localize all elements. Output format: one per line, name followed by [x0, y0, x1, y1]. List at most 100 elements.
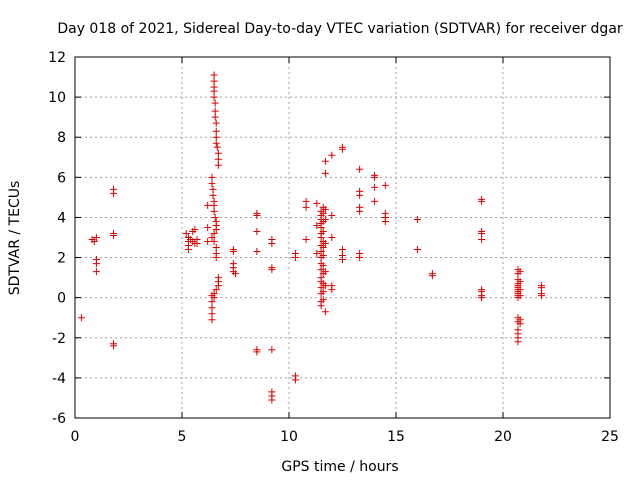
data-point: [319, 296, 327, 304]
data-point: [339, 256, 346, 264]
data-point: [317, 223, 325, 231]
data-point: [92, 234, 100, 241]
data-point: [321, 282, 329, 290]
data-point: [212, 133, 220, 141]
y-tick-label: 8: [57, 130, 66, 146]
x-tick-label: 15: [387, 429, 405, 445]
data-point: [232, 270, 239, 278]
y-tick-label: -2: [52, 331, 66, 347]
data-point: [212, 244, 220, 252]
data-point: [212, 127, 220, 135]
data-point: [214, 282, 222, 290]
x-axis-label: GPS time / hours: [281, 459, 398, 475]
data-point: [328, 286, 336, 294]
data-point: [302, 203, 310, 211]
y-tick-label: 4: [57, 210, 66, 226]
data-point: [313, 250, 321, 258]
data-point: [516, 286, 524, 294]
y-tick-label: 2: [57, 251, 66, 267]
data-point: [413, 246, 421, 254]
data-point: [214, 161, 222, 169]
data-point: [212, 119, 220, 127]
data-point: [211, 213, 219, 221]
x-tick-label: 10: [280, 429, 298, 445]
data-point: [208, 316, 216, 324]
data-point: [208, 310, 216, 318]
x-tick-label: 0: [71, 429, 80, 445]
x-tick-label: 5: [178, 429, 187, 445]
data-point: [356, 165, 364, 173]
data-point: [356, 207, 364, 215]
data-point: [317, 248, 325, 256]
data-point: [478, 229, 486, 237]
y-tick-label: 0: [57, 291, 66, 307]
data-point: [204, 238, 212, 246]
data-point: [291, 254, 299, 262]
y-axis-label: SDTVAR / TECUs: [7, 181, 23, 296]
data-point: [302, 236, 310, 244]
data-point: [208, 179, 216, 187]
data-point: [90, 238, 98, 246]
data-point: [319, 252, 327, 260]
data-point: [319, 227, 327, 235]
data-point: [516, 278, 524, 286]
data-point: [381, 181, 389, 189]
data-point: [213, 143, 221, 151]
data-point: [212, 225, 220, 233]
data-point: [208, 292, 216, 300]
data-point: [211, 107, 219, 115]
data-point: [268, 266, 276, 274]
data-point: [210, 201, 218, 209]
data-point: [193, 240, 201, 248]
data-point: [516, 268, 524, 276]
data-point: [210, 207, 218, 215]
data-point: [321, 169, 329, 177]
data-point: [516, 292, 524, 300]
data-point: [210, 71, 218, 79]
data-point: [229, 248, 237, 256]
x-tick-label: 25: [601, 429, 619, 445]
data-point: [253, 211, 261, 219]
data-point: [211, 99, 219, 107]
data-point: [478, 236, 486, 244]
y-tick-label: -4: [52, 371, 66, 387]
data-point: [208, 304, 216, 312]
data-point: [413, 215, 421, 223]
data-point: [328, 151, 336, 159]
data-point: [110, 342, 118, 350]
data-point: [371, 173, 379, 181]
data-point: [356, 254, 364, 262]
data-point: [291, 376, 299, 384]
data-point: [317, 266, 325, 274]
y-tick-label: 10: [48, 90, 66, 106]
data-point: [321, 308, 329, 316]
data-point: [212, 286, 220, 294]
data-point: [253, 248, 261, 256]
data-point: [313, 199, 321, 207]
data-point: [328, 211, 336, 219]
data-point: [210, 93, 218, 101]
data-point: [317, 302, 325, 310]
data-point: [110, 231, 118, 239]
data-point: [268, 240, 276, 248]
data-point: [208, 298, 216, 306]
data-point: [110, 189, 118, 197]
data-point: [478, 197, 486, 205]
data-point: [210, 77, 218, 85]
data-point: [210, 238, 218, 246]
y-tick-label: 6: [57, 170, 66, 186]
data-point: [253, 227, 261, 235]
data-point: [209, 185, 217, 193]
data-point: [182, 229, 190, 237]
data-point: [319, 209, 327, 217]
data-point: [253, 348, 261, 356]
data-point: [214, 149, 222, 157]
data-point: [538, 284, 546, 292]
data-point: [317, 234, 325, 241]
data-points: [77, 71, 546, 404]
data-point: [313, 221, 321, 229]
data-point: [371, 183, 379, 191]
data-point: [356, 191, 364, 199]
